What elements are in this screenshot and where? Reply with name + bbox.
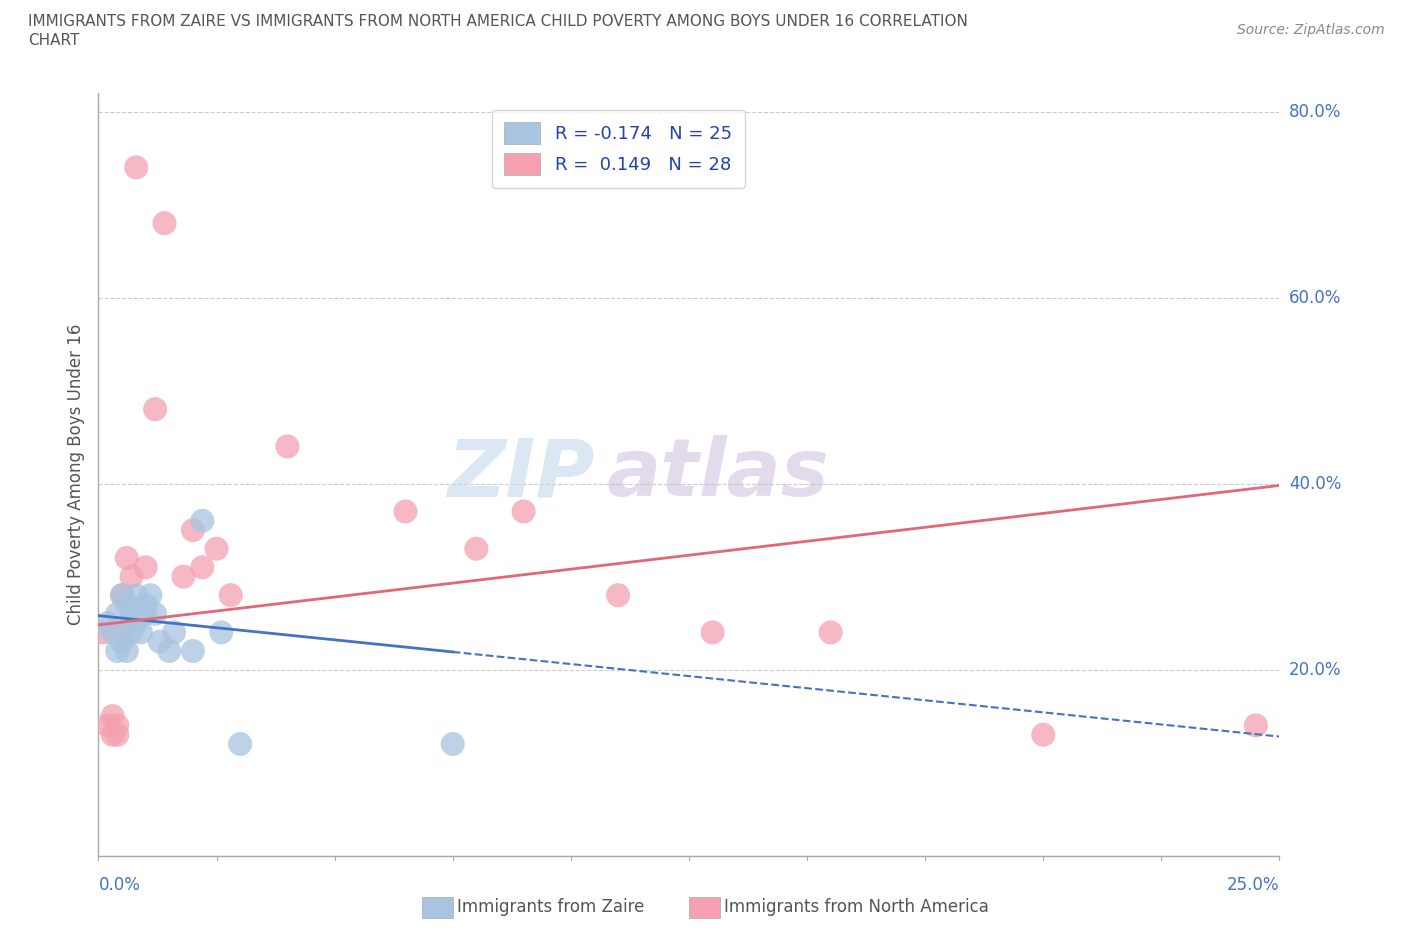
Point [157, 644, 180, 658]
Point [143, 606, 166, 621]
Point [111, 625, 134, 640]
Y-axis label: Child Poverty Among Boys Under 16: Child Poverty Among Boys Under 16 [66, 324, 84, 625]
Legend: R = -0.174   N = 25, R =  0.149   N = 28: R = -0.174 N = 25, R = 0.149 N = 28 [492, 110, 745, 188]
Point [1032, 727, 1054, 742]
Point [153, 216, 176, 231]
Point [115, 644, 138, 658]
Point [101, 709, 124, 724]
Text: IMMIGRANTS FROM ZAIRE VS IMMIGRANTS FROM NORTH AMERICA CHILD POVERTY AMONG BOYS : IMMIGRANTS FROM ZAIRE VS IMMIGRANTS FROM… [28, 14, 967, 29]
Point [163, 625, 186, 640]
Point [97, 616, 120, 631]
Point [276, 439, 298, 454]
Point [125, 588, 148, 603]
Point [129, 625, 152, 640]
Point [121, 569, 143, 584]
Point [121, 625, 143, 640]
Point [181, 644, 204, 658]
Point [101, 625, 124, 640]
Point [209, 625, 232, 640]
Point [181, 523, 204, 538]
Point [820, 625, 842, 640]
Point [105, 606, 128, 621]
Text: 25.0%: 25.0% [1227, 876, 1279, 894]
Text: Source: ZipAtlas.com: Source: ZipAtlas.com [1237, 23, 1385, 37]
Point [191, 560, 214, 575]
Point [111, 588, 134, 603]
Point [135, 606, 157, 621]
Point [229, 737, 252, 751]
Text: CHART: CHART [28, 33, 80, 47]
Point [91, 625, 114, 640]
Point [121, 606, 143, 621]
Text: Immigrants from North America: Immigrants from North America [724, 897, 988, 916]
Text: 80.0%: 80.0% [1289, 102, 1341, 121]
Text: 0.0%: 0.0% [98, 876, 141, 894]
Point [607, 588, 630, 603]
Text: atlas: atlas [606, 435, 830, 513]
Point [702, 625, 724, 640]
Text: Immigrants from Zaire: Immigrants from Zaire [457, 897, 644, 916]
Point [139, 588, 162, 603]
Point [219, 588, 242, 603]
Point [465, 541, 488, 556]
Point [125, 160, 148, 175]
Point [105, 727, 128, 742]
Point [191, 513, 214, 528]
Point [441, 737, 464, 751]
Point [115, 551, 138, 565]
Point [111, 588, 134, 603]
Point [172, 569, 194, 584]
Text: 60.0%: 60.0% [1289, 288, 1341, 307]
Point [512, 504, 534, 519]
Point [105, 644, 128, 658]
Point [143, 402, 166, 417]
Point [135, 597, 157, 612]
Text: ZIP: ZIP [447, 435, 595, 513]
Point [149, 634, 172, 649]
Point [205, 541, 228, 556]
Point [97, 718, 120, 733]
Text: 20.0%: 20.0% [1289, 660, 1341, 679]
Text: 40.0%: 40.0% [1289, 474, 1341, 493]
Point [135, 560, 157, 575]
Point [394, 504, 416, 519]
Point [101, 727, 124, 742]
Point [1244, 718, 1267, 733]
Point [105, 718, 128, 733]
Point [111, 634, 134, 649]
Point [115, 597, 138, 612]
Point [125, 616, 148, 631]
